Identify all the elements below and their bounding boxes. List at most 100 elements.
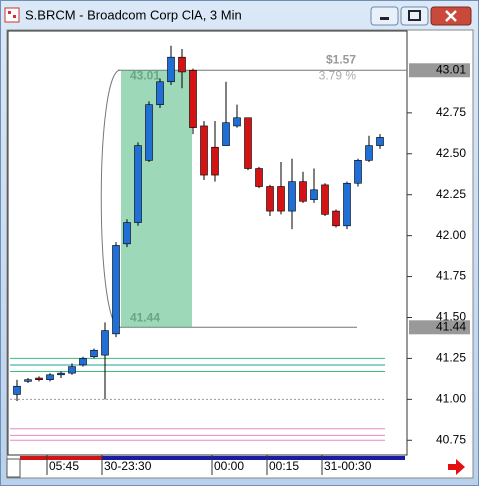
y-tick-label: 41.25	[436, 351, 466, 365]
candle	[376, 134, 384, 149]
candle	[178, 49, 186, 89]
candle-body	[123, 222, 131, 245]
candle-body	[321, 184, 329, 215]
candle-body	[376, 137, 384, 146]
session-bar	[102, 456, 405, 460]
candle-body	[200, 125, 208, 176]
y-tick-label: 41.50	[436, 310, 466, 324]
candle	[277, 161, 285, 215]
candle	[354, 158, 362, 187]
price-box-label: 43.01	[436, 62, 466, 76]
candle-body	[343, 182, 351, 227]
candle	[24, 378, 32, 383]
y-tick-label: 41.00	[436, 392, 466, 406]
candle-body	[299, 181, 307, 202]
candle	[112, 242, 120, 338]
measure-percent: 3.79 %	[319, 68, 357, 82]
measure-range	[121, 70, 192, 328]
x-tick-label: 31-00:30	[324, 459, 372, 473]
y-tick-label: 42.50	[436, 146, 466, 160]
candle-body	[266, 186, 274, 212]
candle-body	[90, 349, 98, 358]
candle	[244, 117, 252, 171]
candle	[222, 81, 230, 146]
candle	[233, 104, 241, 128]
candle-body	[112, 245, 120, 335]
candle	[57, 371, 65, 379]
candle-body	[189, 69, 197, 128]
measure-change: $1.57	[326, 52, 356, 66]
candle	[156, 78, 164, 108]
scroll-box[interactable]	[6, 458, 21, 478]
close-icon	[445, 10, 457, 22]
candle-body	[365, 145, 373, 161]
candle	[46, 373, 54, 382]
minimize-icon	[380, 17, 389, 20]
candle-body	[332, 210, 340, 227]
candle	[321, 183, 329, 216]
maximize-button[interactable]	[400, 6, 429, 26]
candle-body	[233, 117, 241, 127]
candle	[266, 184, 274, 216]
candle	[123, 219, 131, 248]
y-tick-label: 40.75	[436, 432, 466, 446]
candle	[68, 363, 76, 375]
candle	[13, 379, 21, 401]
y-tick-label: 41.75	[436, 269, 466, 283]
candle-body	[167, 56, 175, 83]
candle	[79, 356, 87, 367]
x-tick-label: 00:15	[269, 459, 299, 473]
candle-body	[277, 186, 285, 212]
minimize-button[interactable]	[370, 6, 399, 26]
candle	[90, 348, 98, 359]
candle	[35, 376, 43, 382]
candle-body	[255, 168, 263, 187]
candle-body	[24, 379, 32, 382]
window-title: S.BRCM - Broadcom Corp ClA, 3 Min	[25, 7, 242, 22]
candle-body	[211, 146, 219, 176]
scroll-right-arrow[interactable]	[448, 459, 465, 475]
candle	[332, 209, 340, 228]
candle	[145, 101, 153, 162]
plot-area	[7, 30, 408, 456]
candle-body	[145, 104, 153, 161]
candle-body	[57, 372, 65, 376]
y-tick-label: 42.00	[436, 228, 466, 242]
maximize-icon	[408, 10, 421, 21]
x-tick-label: 00:00	[214, 459, 244, 473]
candle	[343, 181, 351, 230]
candle	[299, 171, 307, 203]
candle-body	[354, 160, 362, 184]
candle-body	[134, 145, 142, 223]
candle	[200, 121, 208, 180]
app-icon-dot	[13, 15, 16, 18]
app-icon-dot	[8, 11, 11, 14]
candle-body	[101, 330, 109, 356]
candle-body	[13, 385, 21, 395]
price-box-label: 41.44	[436, 319, 466, 333]
session-bar	[20, 456, 102, 460]
candle-body	[310, 189, 318, 200]
price-box	[409, 320, 470, 335]
y-tick-label: 42.25	[436, 187, 466, 201]
candle-body	[244, 117, 252, 169]
candle-body	[222, 122, 230, 146]
candle	[167, 45, 175, 86]
price-box	[409, 63, 470, 78]
app-icon	[4, 7, 20, 23]
x-tick-label: 05:45	[49, 459, 79, 473]
measure-bracket	[100, 69, 121, 328]
candle-body	[156, 81, 164, 105]
candle-body	[79, 358, 87, 366]
candle	[134, 142, 142, 226]
candle-body	[178, 56, 186, 73]
candle-body	[46, 374, 54, 380]
candle	[211, 121, 219, 182]
candle	[288, 158, 296, 230]
candle	[101, 322, 109, 400]
candle-body	[68, 366, 76, 374]
candle	[255, 166, 263, 189]
x-tick-label: 30-23:30	[104, 459, 152, 473]
